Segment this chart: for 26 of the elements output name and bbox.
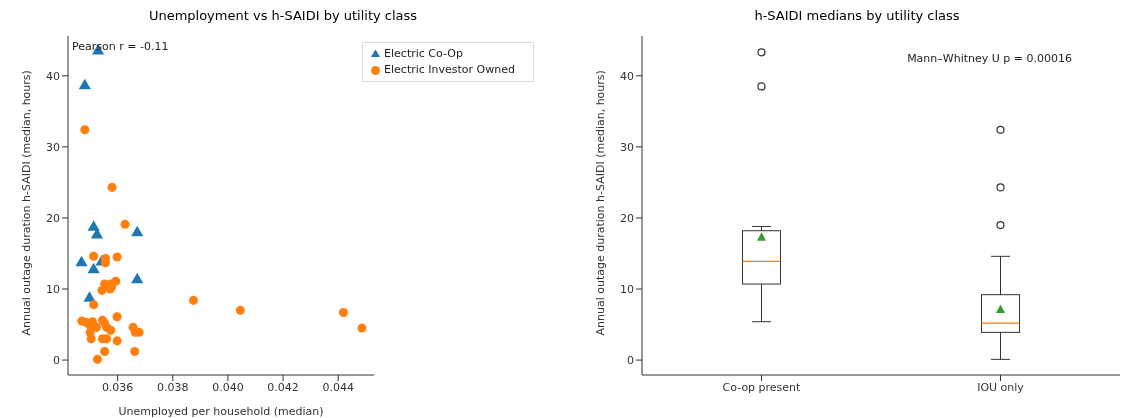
x-tick-label: 0.038	[157, 380, 189, 394]
x-tick-label: 0.040	[212, 380, 244, 394]
y-tick-label: 10	[620, 282, 634, 296]
y-tick-label: 10	[46, 282, 60, 296]
annotation: Mann–Whitney U p = 0.00016	[907, 52, 1072, 65]
chart-title: h-SAIDI medians by utility class	[753, 8, 961, 25]
y-tick-label: 30	[620, 140, 634, 154]
legend-label: Electric Co-Op	[384, 47, 463, 60]
annotation: Pearson r = -0.11	[72, 40, 169, 53]
y-tick-label: 0	[53, 353, 60, 367]
x-tick-label: 0.036	[101, 380, 134, 394]
x-tick-label: IOU only	[977, 380, 1025, 394]
x-tick-label: Co-op present	[722, 380, 802, 394]
x-axis-title: Unemployed per household (median)	[118, 405, 324, 418]
x-tick-label: 0.042	[267, 380, 299, 394]
y-tick-label: 40	[46, 69, 60, 83]
y-tick-label: 40	[620, 69, 634, 83]
y-tick-label: 20	[46, 211, 60, 225]
y-tick-label: 20	[620, 211, 634, 225]
x-tick-label: 0.044	[322, 380, 354, 394]
legend-label: Electric Investor Owned	[384, 63, 515, 76]
y-tick-label: 30	[46, 140, 60, 154]
y-axis-title: Annual outage duration h-SAIDI (median, hours)	[593, 70, 607, 336]
y-axis-title: Annual outage duration h-SAIDI (median, hours)	[19, 70, 33, 336]
y-tick-label: 0	[627, 353, 634, 367]
chart-title: Unemployment vs h-SAIDI by utility class	[147, 8, 419, 25]
